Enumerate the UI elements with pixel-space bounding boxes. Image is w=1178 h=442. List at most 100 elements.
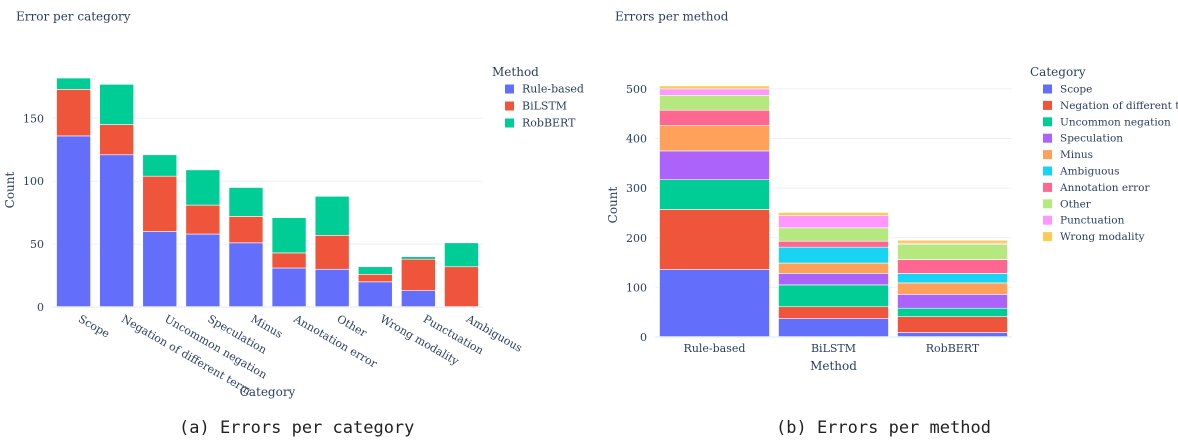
chart1-ylabel: Count [3, 171, 17, 208]
caption-b: (b) Errors per method [776, 418, 991, 438]
chart2-bar-bilstm-ambiguous [778, 246, 889, 264]
chart2-bar-bilstm-speculation [778, 273, 889, 286]
chart2-legend-swatch-negation-of-different-term [1043, 100, 1052, 110]
chart2-legend-swatch-ambiguous [1043, 166, 1052, 176]
chart1-bar-punctuation-robbert [401, 256, 436, 260]
chart1-bar-punctuation-bilstm [401, 258, 436, 291]
chart1-bar-wrong-modality-bilstm [357, 273, 393, 283]
chart2-legend-swatch-uncommon-negation [1043, 117, 1052, 127]
chart1-xlabel: Category [240, 385, 296, 399]
chart2-legend-swatch-minus [1043, 150, 1052, 160]
chart2-legend-label-uncommon-negation: Uncommon negation [1060, 116, 1171, 128]
chart1-legend-swatch-robbert [505, 118, 514, 128]
chart1-bar-negation-of-different-term-bilstm [99, 124, 134, 156]
chart2-bar-rule-based-other [659, 95, 770, 111]
chart1-bar-minus-rule-based [228, 242, 264, 308]
chart2-xtick-label: RobBERT [926, 342, 980, 355]
chart2-bar-robbert-speculation [897, 294, 1008, 309]
chart2-legend-label-ambiguous: Ambiguous [1059, 166, 1120, 178]
chart1-bar-other-rule-based [314, 268, 350, 308]
chart2-legend-label-scope: Scope [1060, 84, 1092, 96]
chart2-bar-bilstm-scope [778, 318, 889, 338]
chart2-legend-label-minus: Minus [1060, 149, 1093, 161]
chart2-legend-label-annotation-error: Annotation error [1059, 182, 1150, 194]
chart1-bar-annotation-error-robbert [271, 217, 307, 254]
chart1-legend-title: Method [492, 65, 539, 79]
chart2-legend-swatch-annotation-error [1043, 182, 1052, 192]
chart2-title: Errors per method [615, 10, 729, 24]
chart2-bar-bilstm-negation-of-different-term [778, 306, 889, 319]
chart1-bar-other-bilstm [314, 234, 350, 270]
chart1-title: Error per category [16, 10, 131, 24]
chart2-bar-robbert-uncommon-negation [897, 307, 1008, 317]
chart2-bar-robbert-wrong-modality [897, 239, 1008, 244]
chart1-bar-speculation-bilstm [185, 204, 221, 235]
chart1-ytick-label: 100 [23, 175, 44, 188]
chart2-xlabel: Method [810, 359, 857, 373]
chart2-legend-label-wrong-modality: Wrong modality [1060, 231, 1145, 243]
chart1-bar-speculation-rule-based [185, 233, 221, 308]
chart1-legend-swatch-bilstm [505, 101, 514, 111]
chart2-ytick-label: 100 [626, 281, 647, 294]
chart2-ytick-label: 300 [626, 182, 647, 195]
chart1-bar-scope-bilstm [56, 89, 91, 137]
chart1-ytick-label: 0 [37, 301, 44, 314]
chart1-xtick-label: Scope [76, 312, 112, 340]
chart1-bar-negation-of-different-term-rule-based [99, 154, 134, 308]
chart2-bar-bilstm-minus [778, 262, 889, 274]
chart2-bar-rule-based-scope [659, 269, 770, 338]
chart2-bar-robbert-negation-of-different-term [897, 316, 1008, 333]
chart2-bar-rule-based-speculation [659, 150, 770, 180]
chart1-bar-other-robbert [314, 195, 350, 236]
chart2-legend-label-negation-of-different-term: Negation of different term [1060, 100, 1178, 112]
chart1-bar-uncommon-negation-bilstm [142, 175, 178, 232]
chart2-bar-rule-based-wrong-modality [659, 85, 770, 90]
chart1-ytick-label: 150 [23, 112, 44, 125]
chart1-bar-annotation-error-bilstm [271, 252, 307, 269]
chart2-bar-rule-based-negation-of-different-term [659, 209, 770, 270]
chart1-ytick-label: 50 [30, 238, 44, 251]
chart2-bar-rule-based-uncommon-negation [659, 179, 770, 210]
chart2-ytick-label: 500 [626, 83, 647, 96]
chart1-xtick-label: Wrong modality [378, 312, 462, 368]
chart1-legend-label-rule-based: Rule-based [522, 83, 584, 96]
chart2-legend-label-punctuation: Punctuation [1060, 215, 1125, 227]
caption-a: (a) Errors per category [179, 418, 415, 438]
chart2-bar-bilstm-annotation-error [778, 240, 889, 248]
chart2-legend-swatch-scope [1043, 84, 1052, 94]
chart2-ytick-label: 200 [626, 232, 647, 245]
chart2-xtick-label: Rule-based [684, 342, 746, 355]
chart2-bar-bilstm-other [778, 227, 889, 242]
chart1-legend-label-bilstm: BiLSTM [522, 100, 567, 113]
chart1-bar-scope-rule-based [56, 135, 91, 308]
chart2-legend-swatch-other [1043, 199, 1052, 209]
chart1-bar-minus-robbert [228, 187, 264, 217]
chart1-bar-wrong-modality-robbert [357, 266, 393, 275]
chart2-ylabel: Count [606, 186, 620, 223]
chart2-legend-label-speculation: Speculation [1060, 133, 1123, 145]
chart1-bar-wrong-modality-rule-based [357, 281, 393, 308]
chart1-bar-minus-bilstm [228, 216, 264, 244]
chart2-ytick-label: 400 [626, 133, 647, 146]
chart2-ytick-label: 0 [640, 331, 647, 344]
chart1-bar-ambiguous-robbert [444, 242, 479, 268]
chart1-bar-ambiguous-bilstm [444, 266, 479, 308]
chart2-legend-label-other: Other [1060, 198, 1092, 210]
chart2-bar-rule-based-annotation-error [659, 109, 770, 126]
chart2-xtick-label: BiLSTM [811, 342, 856, 355]
chart2-bar-rule-based-minus [659, 125, 770, 152]
chart1-bar-annotation-error-rule-based [271, 267, 307, 308]
chart1-bar-negation-of-different-term-robbert [99, 84, 134, 125]
chart2-bar-robbert-minus [897, 282, 1008, 295]
chart2-bar-bilstm-wrong-modality [778, 212, 889, 216]
chart2-bar-bilstm-uncommon-negation [778, 284, 889, 308]
chart2-legend-swatch-punctuation [1043, 215, 1052, 225]
chart2-legend-swatch-speculation [1043, 133, 1052, 143]
chart1-legend-label-robbert: RobBERT [522, 117, 576, 130]
chart1-legend-swatch-rule-based [505, 84, 514, 94]
chart2-bar-robbert-other [897, 243, 1008, 260]
chart1-bar-uncommon-negation-rule-based [142, 231, 178, 308]
chart2-bar-rule-based-punctuation [659, 88, 770, 96]
chart1-bar-speculation-robbert [185, 169, 221, 206]
